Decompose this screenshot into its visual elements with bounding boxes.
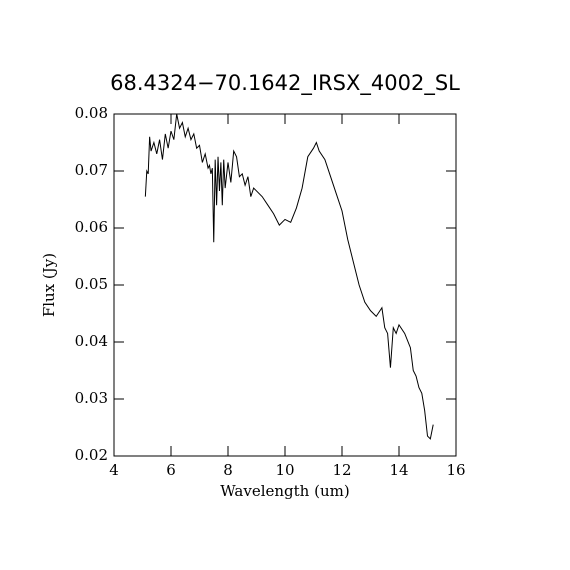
y-tick-label: 0.02 xyxy=(75,446,108,464)
chart-title: 68.4324−70.1642_IRSX_4002_SL xyxy=(110,71,460,96)
x-tick-label: 4 xyxy=(109,461,119,479)
x-tick-label: 8 xyxy=(223,461,233,479)
y-tick-label: 0.03 xyxy=(75,389,108,407)
y-tick-label: 0.04 xyxy=(75,332,108,350)
x-tick-label: 14 xyxy=(389,461,408,479)
x-axis-label: Wavelength (um) xyxy=(220,482,349,500)
x-tick-label: 6 xyxy=(166,461,176,479)
x-tick-label: 16 xyxy=(446,461,465,479)
y-tick-label: 0.05 xyxy=(75,275,108,293)
y-tick-label: 0.06 xyxy=(75,218,108,236)
y-tick-label: 0.08 xyxy=(75,104,108,122)
x-tick-label: 10 xyxy=(275,461,294,479)
y-tick-label: 0.07 xyxy=(75,161,108,179)
y-axis-label: Flux (Jy) xyxy=(40,253,58,317)
spectrum-line xyxy=(144,113,434,440)
x-tick-label: 12 xyxy=(332,461,351,479)
